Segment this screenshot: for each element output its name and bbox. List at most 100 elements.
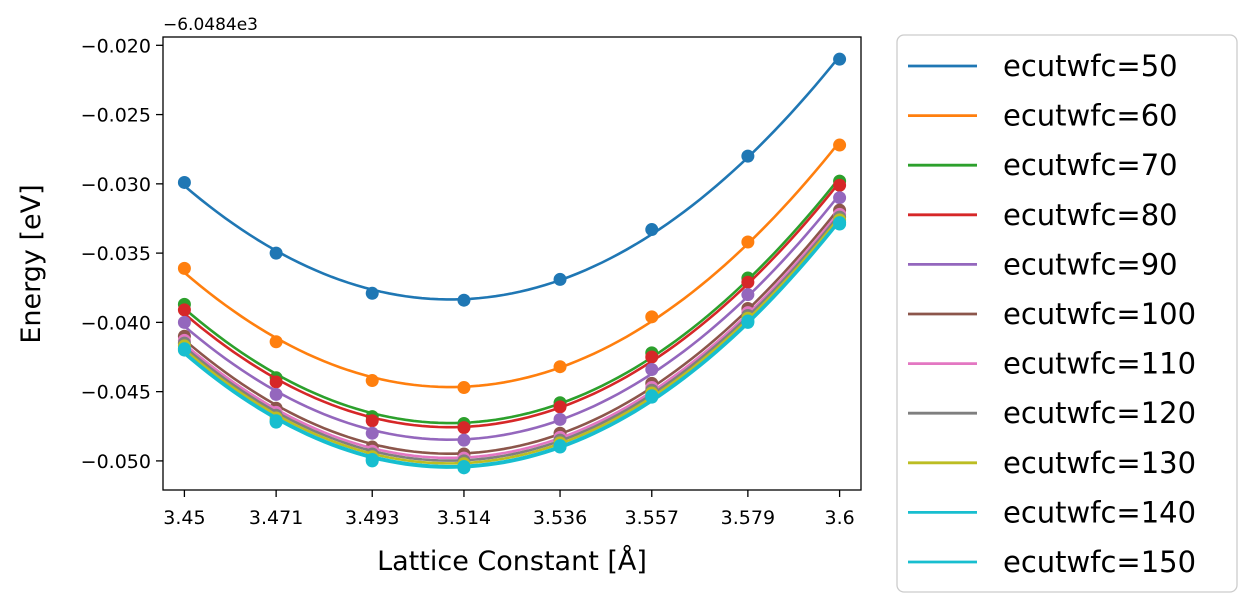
series-line-ecutwfc=60 — [183, 140, 841, 389]
y-tick-label: −0.040 — [81, 312, 151, 334]
data-point — [645, 223, 659, 237]
y-tick-label: −0.020 — [81, 35, 151, 57]
data-point — [177, 315, 191, 329]
series-line-ecutwfc=90 — [183, 193, 841, 441]
legend-label: ecutwfc=60 — [1003, 99, 1178, 133]
data-point — [457, 380, 471, 394]
x-tick-label: 3.493 — [345, 507, 399, 529]
series-ecutwfc=80 — [177, 178, 847, 435]
data-point — [645, 362, 659, 376]
data-point — [741, 235, 755, 249]
x-tick-label: 3.45 — [163, 507, 205, 529]
data-point — [269, 415, 283, 429]
data-point — [645, 350, 659, 364]
y-offset-text: −6.0484e3 — [163, 15, 258, 35]
data-point — [269, 387, 283, 401]
legend-item: ecutwfc=130 — [908, 446, 1196, 480]
data-point — [645, 390, 659, 404]
data-point — [365, 426, 379, 440]
legend-label: ecutwfc=130 — [1003, 446, 1196, 480]
data-point — [457, 461, 471, 475]
data-point — [833, 138, 847, 152]
legend-item: ecutwfc=120 — [908, 396, 1196, 430]
y-tick-label: −0.035 — [81, 243, 151, 265]
legend-item: ecutwfc=80 — [908, 198, 1178, 232]
data-point — [833, 191, 847, 205]
legend-label: ecutwfc=80 — [1003, 198, 1178, 232]
y-axis-label: Energy [eV] — [16, 184, 47, 343]
series-ecutwfc=150 — [177, 217, 847, 475]
data-point — [269, 335, 283, 349]
data-point — [177, 303, 191, 317]
legend-item: ecutwfc=50 — [908, 49, 1178, 83]
legend-item: ecutwfc=100 — [908, 297, 1196, 331]
x-axis: 3.45 3.471 3.493 3.514 3.536 3.557 3.579 3.6 — [163, 490, 855, 529]
legend-label: ecutwfc=150 — [1003, 545, 1196, 579]
data-point — [269, 246, 283, 260]
legend-label: ecutwfc=70 — [1003, 148, 1178, 182]
series-line-ecutwfc=50 — [183, 55, 841, 301]
data-point — [553, 400, 567, 414]
x-tick-label: 3.557 — [625, 507, 679, 529]
x-axis-label: Lattice Constant [Å] — [377, 545, 647, 577]
legend: ecutwfc=50 ecutwfc=60 ecutwfc=70 ecutwfc=80… — [908, 49, 1196, 579]
legend-item: ecutwfc=70 — [908, 148, 1178, 182]
legend-frame — [896, 34, 1238, 593]
legend-item: ecutwfc=60 — [908, 99, 1178, 133]
data-point — [365, 286, 379, 300]
data-point — [365, 414, 379, 428]
legend-label: ecutwfc=110 — [1003, 347, 1196, 381]
data-point — [457, 421, 471, 435]
data-point — [741, 288, 755, 302]
legend-label: ecutwfc=120 — [1003, 396, 1196, 430]
y-axis: −0.050 −0.045 −0.040 −0.035 −0.030 −0.025 −0.0… — [81, 35, 163, 473]
series-line-ecutwfc=130 — [183, 216, 841, 465]
series-line-ecutwfc=100 — [183, 206, 841, 455]
series-ecutwfc=50 — [177, 52, 847, 307]
legend-item: ecutwfc=150 — [908, 545, 1196, 579]
plot-area — [177, 52, 847, 475]
data-point — [457, 433, 471, 447]
legend-item: ecutwfc=110 — [908, 347, 1196, 381]
x-tick-label: 3.6 — [824, 507, 854, 529]
legend-label: ecutwfc=140 — [1003, 495, 1196, 529]
legend-item: ecutwfc=140 — [908, 495, 1196, 529]
y-tick-label: −0.045 — [81, 382, 151, 404]
y-tick-label: −0.030 — [81, 174, 151, 196]
x-tick-label: 3.579 — [721, 507, 775, 529]
series-ecutwfc=90 — [177, 191, 847, 447]
data-point — [177, 175, 191, 189]
data-point — [177, 261, 191, 275]
legend-label: ecutwfc=100 — [1003, 297, 1196, 331]
data-point — [365, 374, 379, 388]
series-line-ecutwfc=80 — [183, 181, 841, 429]
series-line-ecutwfc=150 — [183, 220, 841, 469]
data-point — [269, 375, 283, 389]
y-tick-label: −0.025 — [81, 105, 151, 127]
x-tick-label: 3.514 — [437, 507, 491, 529]
data-point — [457, 293, 471, 307]
series-ecutwfc=60 — [177, 138, 847, 394]
legend-label: ecutwfc=90 — [1003, 247, 1178, 281]
y-tick-label: −0.050 — [81, 451, 151, 473]
data-point — [741, 149, 755, 163]
series-line-ecutwfc=120 — [183, 213, 841, 462]
data-point — [741, 275, 755, 289]
legend-label: ecutwfc=50 — [1003, 49, 1178, 83]
series-line-ecutwfc=110 — [183, 210, 841, 460]
x-tick-label: 3.536 — [533, 507, 587, 529]
data-point — [365, 454, 379, 468]
legend-item: ecutwfc=90 — [908, 247, 1178, 281]
data-point — [833, 178, 847, 192]
data-point — [741, 315, 755, 329]
data-point — [553, 272, 567, 286]
data-point — [553, 360, 567, 374]
plot-frame — [162, 36, 862, 491]
data-point — [177, 343, 191, 357]
data-point — [553, 440, 567, 454]
data-point — [833, 52, 847, 66]
series-line-ecutwfc=70 — [183, 176, 841, 425]
x-tick-label: 3.471 — [249, 507, 303, 529]
data-point — [553, 412, 567, 426]
